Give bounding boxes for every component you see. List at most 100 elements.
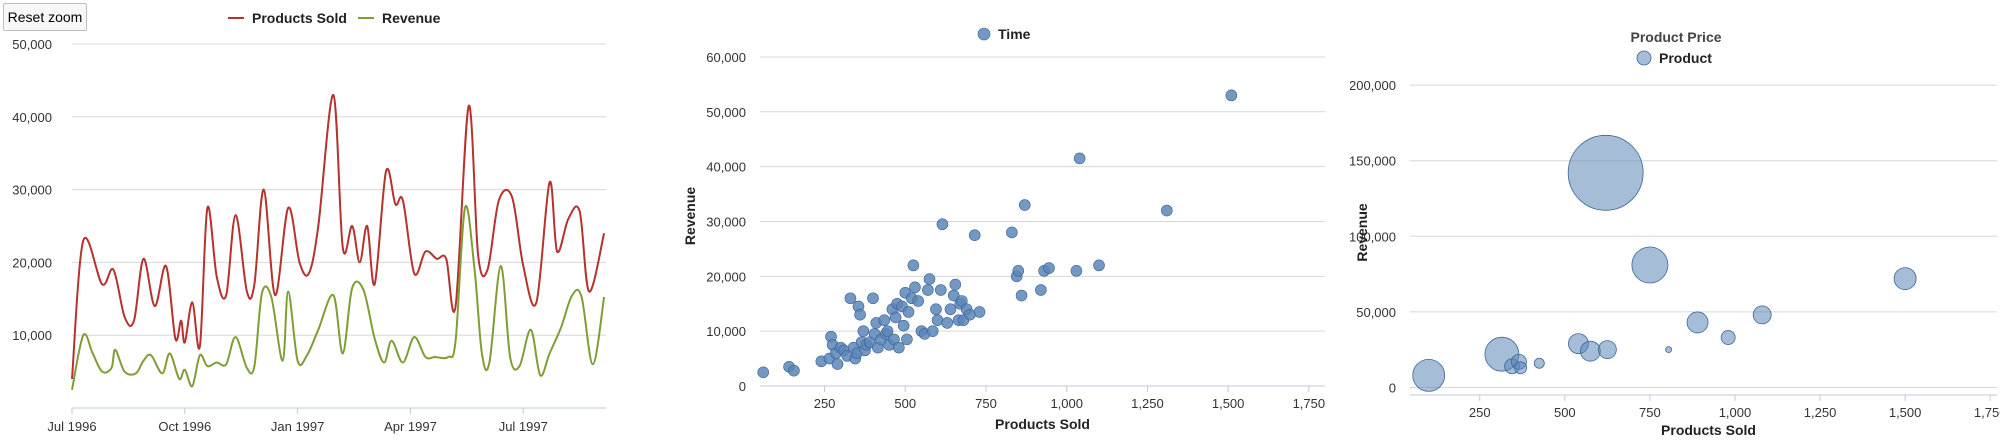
x-tick-label: 750 bbox=[1639, 405, 1661, 420]
x-tick-label: 1,750 bbox=[1293, 396, 1326, 411]
legend-label: Revenue bbox=[382, 10, 441, 26]
scatter-point bbox=[902, 306, 915, 318]
bubble bbox=[1514, 361, 1527, 375]
bubble bbox=[1752, 305, 1772, 325]
bubble bbox=[1579, 340, 1601, 362]
scatter-point bbox=[1006, 226, 1018, 239]
scatter-point bbox=[931, 314, 944, 326]
scatter-point bbox=[1035, 284, 1047, 296]
scatter-point bbox=[973, 306, 986, 318]
scatter-point bbox=[1225, 89, 1238, 102]
y-left-tick-label: 10,000 bbox=[12, 328, 52, 343]
bubble bbox=[1597, 340, 1617, 360]
scatter-point bbox=[1012, 265, 1025, 277]
scatter-point bbox=[907, 259, 920, 272]
series-line-revenue bbox=[71, 204, 606, 391]
y-tick-label: 60,000 bbox=[706, 50, 746, 65]
line-chart: 10,00020,00030,00040,00050,0002004006008… bbox=[12, 10, 606, 434]
scatter-point bbox=[926, 325, 939, 337]
scatter-point bbox=[912, 295, 925, 307]
scatter-point bbox=[901, 333, 913, 346]
scatter-point bbox=[923, 273, 936, 285]
scatter-point bbox=[936, 218, 949, 231]
bubble bbox=[1893, 267, 1917, 291]
bubble bbox=[1665, 346, 1673, 354]
legend-marker bbox=[1636, 50, 1652, 66]
x-axis-title: Products Sold bbox=[995, 416, 1090, 432]
x-tick-label: 250 bbox=[1469, 405, 1491, 420]
y-tick-label: 0 bbox=[739, 379, 746, 394]
y-axis-title: Revenue bbox=[682, 187, 698, 246]
x-tick-label: Oct 1996 bbox=[158, 419, 211, 434]
y-tick-label: 20,000 bbox=[706, 269, 746, 284]
x-tick-label: 500 bbox=[1554, 405, 1576, 420]
scatter-point bbox=[854, 308, 866, 321]
x-tick-label: 1,000 bbox=[1050, 396, 1083, 411]
scatter-point bbox=[964, 308, 976, 321]
chart-title: Product Price bbox=[1630, 29, 1721, 45]
bubble-chart: 0 50,000 100,000 150,000 200,000 250 500 750 1,0… bbox=[1350, 29, 2000, 438]
scatter-point bbox=[1018, 199, 1031, 211]
x-tick-label: 1,000 bbox=[1719, 405, 1752, 420]
bubble bbox=[1720, 330, 1736, 345]
bubble bbox=[1686, 311, 1709, 334]
scatter-point bbox=[844, 292, 857, 305]
reset-zoom-button[interactable]: Reset zoom bbox=[3, 3, 87, 31]
scatter-point bbox=[757, 366, 770, 379]
scatter-point bbox=[934, 284, 947, 296]
y-tick-label: 10,000 bbox=[706, 324, 746, 339]
legend-label: Products Sold bbox=[252, 10, 347, 26]
legend-marker bbox=[977, 27, 991, 41]
scatter-point bbox=[1043, 262, 1055, 274]
scatter-point bbox=[857, 325, 870, 337]
scatter-point bbox=[1160, 204, 1173, 217]
bubble bbox=[1533, 357, 1545, 369]
scatter-point bbox=[949, 278, 962, 291]
x-axis-title: Products Sold bbox=[1661, 422, 1756, 438]
y-tick-label: 0 bbox=[1389, 380, 1396, 395]
x-tick-label: Apr 1997 bbox=[384, 419, 437, 434]
scatter-point bbox=[867, 292, 879, 305]
scatter-point bbox=[922, 284, 934, 296]
scatter-point bbox=[930, 303, 942, 316]
y-left-tick-label: 20,000 bbox=[12, 255, 52, 270]
scatter-point bbox=[881, 325, 894, 337]
y-left-tick-label: 50,000 bbox=[12, 37, 52, 52]
y-tick-label: 200,000 bbox=[1350, 78, 1396, 93]
x-tick-label: 500 bbox=[894, 396, 916, 411]
x-tick-label: 1,500 bbox=[1212, 396, 1245, 411]
scatter-point bbox=[1070, 265, 1083, 277]
scatter-point bbox=[1093, 259, 1105, 272]
y-tick-label: 50,000 bbox=[1356, 305, 1396, 320]
x-tick-label: 250 bbox=[814, 396, 836, 411]
scatter-point bbox=[788, 364, 800, 377]
x-tick-label: Jul 1996 bbox=[47, 419, 96, 434]
scatter-point bbox=[893, 341, 905, 354]
y-tick-label: 100,000 bbox=[1350, 229, 1396, 244]
y-axis-title: Revenue bbox=[1354, 203, 1370, 262]
legend-label: Product bbox=[1659, 50, 1712, 66]
y-tick-label: 30,000 bbox=[706, 214, 746, 229]
y-left-tick-label: 30,000 bbox=[12, 183, 52, 198]
scatter-point bbox=[1073, 152, 1086, 165]
scatter-point bbox=[909, 281, 921, 294]
x-tick-label: 750 bbox=[975, 396, 997, 411]
x-tick-label: 1,750 bbox=[1974, 405, 2000, 420]
scatter-point bbox=[968, 229, 981, 241]
y-tick-label: 150,000 bbox=[1350, 154, 1396, 169]
y-left-tick-label: 40,000 bbox=[12, 110, 52, 125]
scatter-point bbox=[941, 317, 954, 329]
y-tick-label: 40,000 bbox=[706, 160, 746, 175]
scatter-chart: 0 10,000 20,000 30,000 40,000 50,000 60,000 250… bbox=[682, 26, 1326, 432]
series-line-products-sold bbox=[71, 93, 606, 379]
x-tick-label: 1,250 bbox=[1804, 405, 1837, 420]
bubble bbox=[1412, 358, 1446, 392]
scatter-point bbox=[889, 311, 902, 324]
y-tick-label: 50,000 bbox=[706, 105, 746, 120]
scatter-point bbox=[1015, 289, 1028, 302]
scatter-point bbox=[897, 319, 910, 332]
x-tick-label: 1,250 bbox=[1131, 396, 1164, 411]
scatter-point bbox=[878, 314, 891, 326]
bubble bbox=[1631, 246, 1669, 284]
scatter-point bbox=[944, 303, 957, 316]
